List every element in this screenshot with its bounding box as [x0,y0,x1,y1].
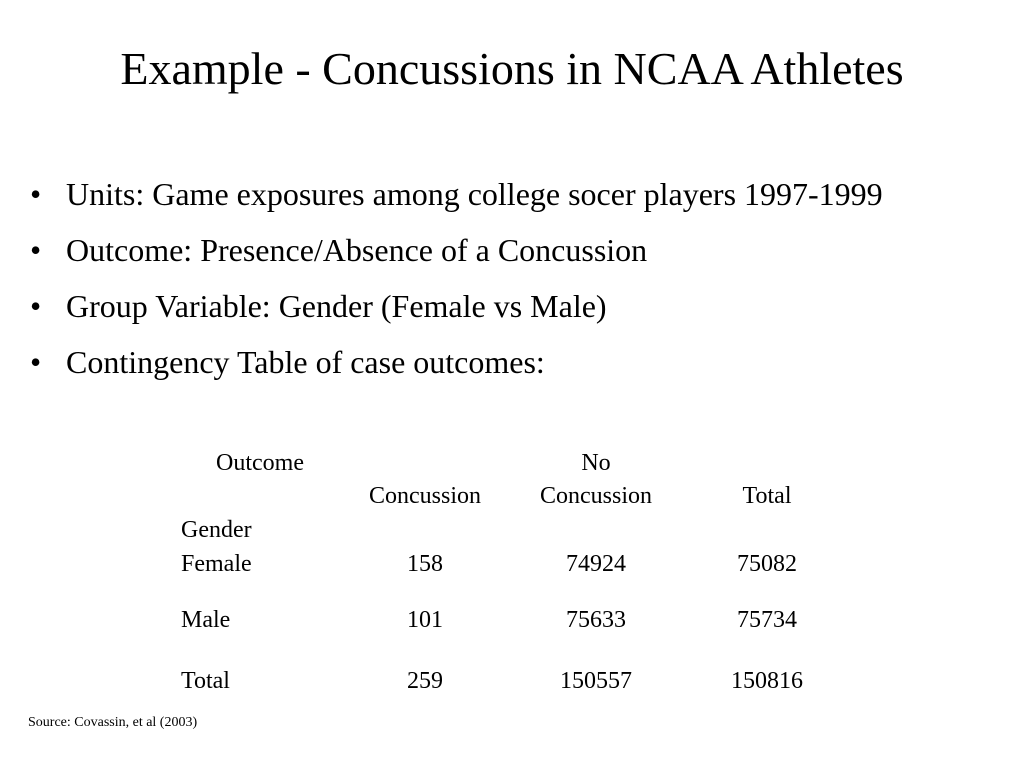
bullet-outcome: • Outcome: Presence/Absence of a Concuss… [30,228,930,272]
source-citation: Source: Covassin, et al (2003) [28,715,198,730]
cell-female-no-concussion: 74924 [566,551,626,577]
slide-title: Example - Concussions in NCAA Athletes [120,43,904,94]
row-label-total: Total [181,668,230,694]
bullet-list: • Units: Game exposures among college so… [30,172,930,396]
row-label-male: Male [181,607,231,633]
bullet-text: Outcome: Presence/Absence of a Concussio… [66,232,648,268]
cell-male-no-concussion: 75633 [566,607,626,633]
cell-male-total: 75734 [737,607,797,633]
header-no: No [581,450,611,476]
header-outcome: Outcome [216,450,304,476]
header-concussion: Concussion [368,483,482,509]
cell-total-total: 150816 [731,668,803,694]
bullet-dot: • [30,232,42,268]
bullet-dot: • [30,288,42,324]
bullet-text: Units: Game exposures among college soce… [66,176,883,212]
header-no-concussion: Concussion [539,483,653,509]
row-header-gender: Gender [181,517,252,543]
cell-total-no-concussion: 150557 [560,668,632,694]
cell-total-concussion: 259 [407,668,443,694]
bullet-group-variable: • Group Variable: Gender (Female vs Male… [30,284,930,328]
bullet-text: Group Variable: Gender (Female vs Male) [66,288,607,324]
bullet-text: Contingency Table of case outcomes: [66,344,545,380]
cell-female-concussion: 158 [407,551,443,577]
bullet-units: • Units: Game exposures among college so… [30,172,930,216]
bullet-dot: • [30,344,42,380]
header-total: Total [742,483,792,509]
cell-male-concussion: 101 [407,607,443,633]
cell-female-total: 75082 [737,551,797,577]
bullet-dot: • [30,176,42,212]
row-label-female: Female [181,551,252,577]
bullet-contingency: • Contingency Table of case outcomes: [30,340,930,384]
